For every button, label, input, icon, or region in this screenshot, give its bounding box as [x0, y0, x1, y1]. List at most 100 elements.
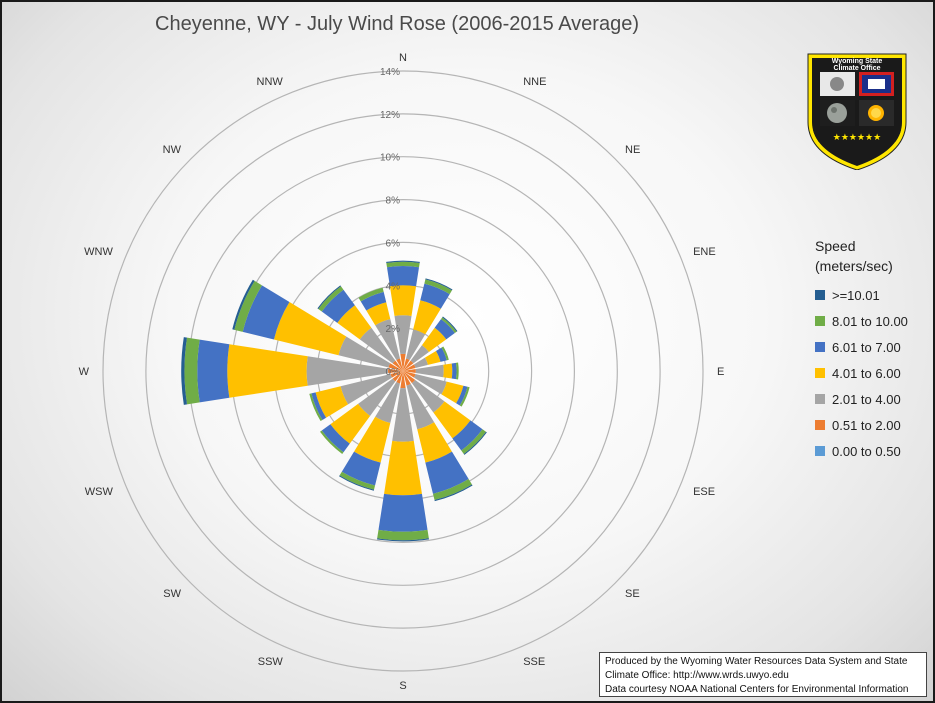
- bar-nw-series-1: [392, 360, 403, 371]
- bar-se-series-5: [461, 429, 486, 454]
- bar-ene-series-3: [424, 350, 441, 365]
- bar-n-series-1: [400, 353, 406, 371]
- tick-label-7: 14%: [380, 67, 400, 78]
- bar-s-series-4: [378, 493, 428, 532]
- bar-ssw-series-1: [396, 371, 403, 384]
- legend-item: 2.01 to 4.00: [815, 386, 935, 412]
- direction-label-ssw: SSW: [258, 656, 284, 668]
- bar-nne-series-6: [425, 278, 453, 291]
- legend-item: 0.51 to 2.00: [815, 412, 935, 438]
- legend-swatch: [815, 420, 825, 430]
- tick-label-0: 0%: [386, 367, 401, 378]
- bar-wnw-series-6: [232, 279, 255, 330]
- legend-item: >=10.01: [815, 282, 935, 308]
- credit-line2: Climate Office: http://www.wrds.uwyo.edu: [605, 670, 789, 681]
- bar-nne-series-5: [424, 279, 452, 295]
- bar-n-series-3: [389, 285, 417, 316]
- legend-title: Speed (meters/sec): [815, 236, 935, 276]
- bar-e-series-3: [443, 363, 453, 379]
- chart-title: Cheyenne, WY - July Wind Rose (2006-2015…: [155, 13, 639, 35]
- bar-wnw-series-4: [242, 285, 290, 340]
- bar-w-series-1: [388, 368, 403, 374]
- bar-sw-series-2: [358, 378, 396, 416]
- bar-ne-series-4: [434, 319, 455, 340]
- bar-n-series-6: [386, 260, 420, 263]
- direction-label-nw: NW: [163, 144, 182, 156]
- bar-ssw-series-6: [339, 475, 375, 491]
- direction-label-e: E: [717, 366, 724, 378]
- bar-sse-series-5: [433, 479, 472, 501]
- bar-sse-series-6: [434, 484, 473, 502]
- bar-s-series-5: [377, 529, 429, 541]
- bar-nnw-series-2: [375, 318, 400, 361]
- tick-label-4: 8%: [386, 196, 401, 207]
- bar-ssw-series-3: [354, 416, 391, 463]
- bar-ese-series-1: [403, 371, 416, 378]
- bar-wnw-series-1: [388, 363, 403, 371]
- legend-item: 8.01 to 10.00: [815, 308, 935, 334]
- bar-sw-series-5: [320, 430, 344, 454]
- wind-rose-bars: [181, 260, 487, 542]
- bar-nne-series-4: [420, 283, 450, 309]
- bar-n-series-2: [394, 315, 412, 355]
- bar-w-series-4: [197, 339, 230, 403]
- bar-s-series-6: [377, 538, 429, 542]
- direction-label-se: SE: [625, 588, 640, 600]
- bar-sse-series-1: [403, 371, 411, 386]
- legend-swatch: [815, 394, 825, 404]
- direction-label-wsw: WSW: [85, 486, 114, 498]
- bar-sw-series-3: [330, 403, 371, 444]
- direction-labels: N NNE NE ENE E ESE SE SSE S SSW SW WSW W WNW NW NNW: [79, 52, 725, 692]
- bar-ese-series-5: [459, 386, 470, 407]
- tick-label-5: 10%: [380, 153, 400, 164]
- legend-label: >=10.01: [832, 287, 880, 303]
- tick-label-6: 12%: [380, 110, 400, 121]
- bar-sw-series-4: [321, 424, 350, 453]
- direction-label-s: S: [399, 680, 406, 692]
- bar-w-series-6: [181, 337, 187, 405]
- legend-swatch: [815, 342, 825, 352]
- bar-ne-series-5: [440, 317, 457, 334]
- bar-s-series-1: [400, 371, 406, 389]
- bar-s-series-3: [384, 440, 422, 496]
- bar-ese-series-4: [456, 385, 468, 406]
- bar-nne-series-1: [403, 358, 410, 371]
- logo-text-line1: Wyoming State: [832, 58, 883, 65]
- bar-wnw-series-5: [234, 280, 262, 332]
- bar-sse-series-4: [425, 451, 469, 494]
- credit-line1: Produced by the Wyoming Water Resources …: [605, 656, 908, 667]
- bar-ne-series-1: [403, 360, 414, 371]
- bar-n-series-4: [386, 266, 420, 287]
- direction-label-sse: SSE: [523, 656, 545, 668]
- direction-label-wnw: WNW: [84, 246, 113, 258]
- direction-label-nne: NNE: [523, 76, 546, 88]
- bar-ssw-series-5: [339, 471, 376, 490]
- direction-label-w: W: [79, 366, 90, 378]
- bar-wsw-series-5: [309, 393, 323, 422]
- bar-nw-series-6: [317, 285, 341, 309]
- bar-ssw-series-2: [375, 381, 400, 424]
- bar-ene-series-1: [403, 364, 416, 371]
- bar-nw-series-4: [321, 289, 355, 323]
- bar-wsw-series-4: [311, 392, 327, 420]
- bar-ene-series-2: [413, 357, 428, 368]
- bar-nw-series-5: [318, 286, 344, 312]
- legend-item: 6.01 to 7.00: [815, 334, 935, 360]
- legend-swatch: [815, 368, 825, 378]
- bar-sw-series-1: [392, 371, 403, 382]
- bar-nnw-series-5: [358, 287, 384, 302]
- legend-swatch: [815, 446, 825, 456]
- direction-label-ese: ESE: [693, 486, 715, 498]
- bar-se-series-2: [411, 379, 445, 413]
- legend-item: 4.01 to 6.00: [815, 360, 935, 386]
- direction-label-ene: ENE: [693, 246, 716, 258]
- bar-nnw-series-1: [396, 358, 403, 371]
- legend-swatch: [815, 316, 825, 326]
- legend-label: 0.51 to 2.00: [832, 417, 901, 433]
- bar-sse-series-3: [417, 422, 452, 463]
- legend-label: 2.01 to 4.00: [832, 391, 901, 407]
- climate-office-logo: Wyoming State Climate Office ★★★★★★: [806, 50, 908, 171]
- bar-ene-series-4: [435, 347, 447, 362]
- bar-ese-series-3: [441, 381, 464, 404]
